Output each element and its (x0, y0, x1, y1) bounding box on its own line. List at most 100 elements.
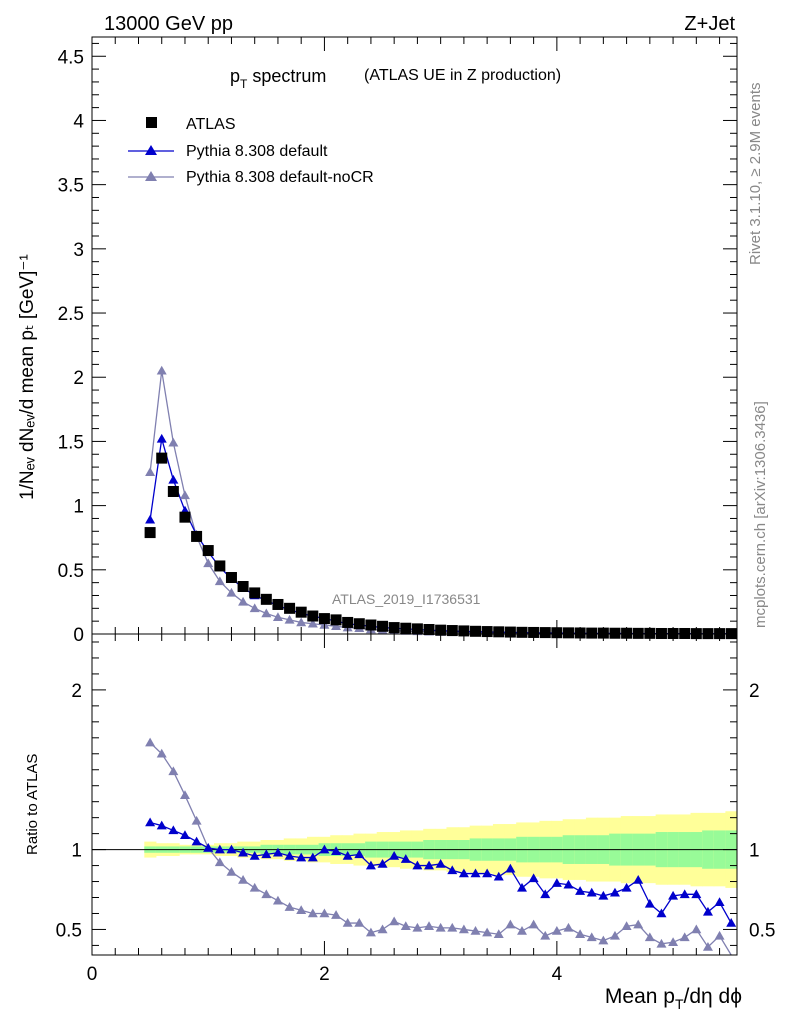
main-point-atlas (202, 545, 214, 557)
ratio-point-default (493, 871, 504, 881)
main-point-atlas (679, 627, 691, 639)
ratio-point-default (656, 908, 667, 918)
ratio-point-nocr (609, 930, 620, 940)
main-point-nocr (168, 437, 179, 447)
ratio-point-default (551, 878, 562, 887)
main-point-atlas (516, 626, 528, 638)
main-point-atlas (284, 602, 296, 614)
ratio-point-default (354, 849, 365, 859)
ratio-point-nocr (493, 929, 504, 938)
main-point-atlas (365, 619, 377, 631)
ratio-point-nocr (563, 922, 574, 932)
plot-subtitle: (ATLAS UE in Z production) (364, 67, 561, 84)
main-point-atlas (144, 527, 156, 539)
ratio-point-nocr (644, 932, 655, 942)
ratio-panel (92, 737, 738, 956)
ratio-point-nocr (331, 910, 342, 919)
main-point-atlas (179, 511, 191, 523)
main-point-atlas (353, 618, 365, 630)
main-point-default (145, 514, 156, 524)
main-y-tick-label: 0.5 (58, 561, 84, 582)
ratio-point-nocr (307, 908, 318, 918)
main-point-atlas (493, 626, 505, 638)
ratio-point-nocr (272, 895, 283, 905)
ratio-point-default (528, 873, 539, 883)
ratio-point-nocr (668, 937, 679, 946)
ratio-point-default (540, 889, 551, 899)
main-point-atlas (609, 627, 621, 639)
main-point-atlas (655, 627, 667, 639)
main-point-atlas (377, 620, 389, 632)
ratio-point-nocr (679, 932, 690, 942)
main-point-atlas (423, 624, 435, 636)
ratio-point-nocr (505, 919, 516, 929)
ratio-point-default (156, 820, 167, 830)
ratio-point-nocr (458, 924, 469, 934)
ratio-point-default (389, 850, 400, 860)
ratio-point-nocr (226, 866, 237, 876)
ratio-point-nocr (551, 926, 562, 935)
main-point-nocr (179, 490, 190, 500)
ratio-point-default (458, 868, 469, 878)
ratio-point-nocr (179, 790, 190, 800)
legend-marker-nocr (145, 171, 157, 181)
main-point-nocr (226, 587, 237, 597)
ratio-point-nocr (702, 942, 713, 951)
ratio-point-default (424, 860, 435, 870)
ratio-point-nocr (249, 882, 260, 892)
main-point-atlas (586, 627, 598, 639)
ratio-point-default (691, 889, 702, 899)
ratio-point-nocr (284, 902, 295, 911)
ratio-point-nocr (168, 766, 179, 776)
ratio-frame (91, 633, 738, 956)
legend-label-atlas: ATLAS (186, 116, 236, 133)
ratio-point-default (365, 860, 376, 870)
main-point-atlas (318, 613, 330, 625)
ratio-point-nocr (389, 916, 400, 926)
axes-frame: 0 0.5 1 1.5 2 2.5 3 3.5 4 4.5 0.5 0.5 1 1 2 2 0 2 4 (56, 36, 775, 985)
ratio-point-default (609, 887, 620, 897)
ratio-point-nocr (714, 930, 725, 940)
ratio-point-default (226, 844, 237, 854)
legend-label-nocr: Pythia 8.308 default-noCR (186, 169, 374, 186)
ratio-y-tick-label: 0.5 (56, 920, 82, 941)
ratio-point-default (214, 844, 225, 854)
main-point-nocr (156, 365, 167, 375)
main-point-atlas (214, 560, 226, 572)
ratio-y-tick-label: 2 (71, 681, 82, 702)
main-point-default (168, 474, 179, 484)
rivet-side-label: Rivet 3.1.10, ≥ 2.9M events (747, 83, 764, 266)
ratio-point-nocr (342, 918, 353, 927)
ratio-point-default (563, 879, 574, 889)
energy-label: 13000 GeV pp (104, 13, 233, 35)
main-point-nocr (296, 617, 307, 627)
ratio-point-default (284, 850, 295, 860)
x-tick-label: 2 (319, 964, 330, 985)
ratio-point-default (575, 886, 586, 895)
ratio-point-nocr (482, 927, 493, 937)
main-point-default (156, 433, 167, 443)
ratio-point-nocr (540, 930, 551, 940)
ratio-point-default (505, 863, 516, 873)
ratio-point-nocr (412, 922, 423, 932)
main-point-atlas (307, 610, 319, 622)
ratio-point-nocr (528, 919, 539, 929)
main-point-atlas (632, 627, 644, 639)
ratio-point-default (319, 844, 330, 854)
main-point-atlas (260, 593, 272, 605)
ratio-point-default (331, 846, 342, 855)
ratio-point-default (702, 906, 713, 916)
ratio-point-default (679, 889, 690, 899)
ratio-point-nocr (156, 748, 167, 758)
ratio-y-axis-label: Ratio to ATLAS (24, 754, 41, 855)
ratio-point-nocr (447, 922, 458, 932)
main-point-nocr (249, 603, 260, 613)
x-tick-label: 4 (552, 964, 563, 985)
ratio-point-default (633, 874, 644, 884)
ratio-point-nocr (354, 918, 365, 927)
main-point-atlas (400, 622, 412, 634)
mcplots-side-label: mcplots.cern.ch [arXiv:1306.3436] (752, 401, 769, 628)
ratio-point-default (249, 850, 260, 860)
ratio-point-default (517, 882, 527, 892)
main-point-nocr (272, 612, 283, 622)
